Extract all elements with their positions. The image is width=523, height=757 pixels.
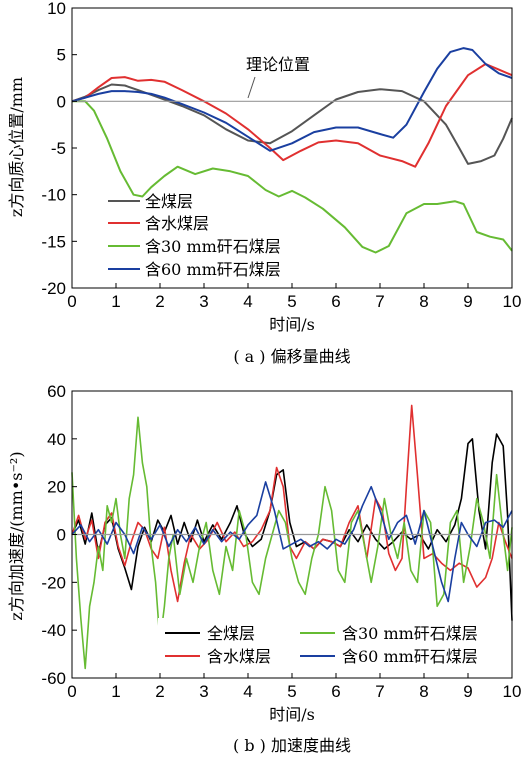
chart-a-x-ticks: 0 1 2 3 4 5 6 7 8 9 10 — [67, 283, 521, 311]
chart-b-y-axis-label: z方向加速度/(mm•s⁻²) — [7, 451, 26, 620]
chart-a-x-tick-label-9: 9 — [463, 292, 472, 311]
chart-b-x-tick-label-7: 7 — [375, 682, 384, 701]
chart-a-series-line-3 — [71, 47, 513, 152]
chart-a-x-tick-label-10: 10 — [503, 292, 522, 311]
legend-b-label-3: 含60 mm矸石煤层 — [342, 647, 478, 666]
chart-b-series-line-2 — [71, 416, 513, 670]
chart-b-x-tick-label-8: 8 — [419, 682, 428, 701]
chart-a-x-tick-label-8: 8 — [419, 292, 428, 311]
chart-b-y-tick-label-5: 40 — [47, 430, 66, 449]
chart-a-y-tick-label-6: 10 — [47, 0, 66, 18]
chart-b-series-line-0 — [71, 433, 513, 621]
legend-a-label-3: 含60 mm矸石煤层 — [145, 260, 281, 279]
chart-b-x-tick-label-10: 10 — [503, 682, 522, 701]
chart-b-y-tick-label-4: 20 — [47, 478, 66, 497]
chart-b-x-tick-label-2: 2 — [155, 682, 164, 701]
chart-b-x-tick-label-5: 5 — [287, 682, 296, 701]
chart-a-ref-annotation: 理论位置 — [246, 55, 310, 99]
chart-a-x-tick-label-1: 1 — [111, 292, 120, 311]
legend-b-label-1: 含水煤层 — [207, 647, 271, 666]
legend-b-label-2: 含30 mm矸石煤层 — [342, 624, 478, 643]
chart-b-y-tick-label-2: -20 — [41, 573, 66, 592]
chart-b-y-tick-label-6: 60 — [47, 382, 66, 401]
chart-b-caption: ( b ) 加速度曲线 — [233, 736, 351, 755]
chart-a-x-tick-label-2: 2 — [155, 292, 164, 311]
chart-a-x-axis-label: 时间/s — [269, 315, 315, 334]
chart-b-x-tick-label-4: 4 — [243, 682, 252, 701]
chart-a-y-tick-label-4: 0 — [57, 92, 66, 111]
legend-a-label-2: 含30 mm矸石煤层 — [145, 237, 281, 256]
chart-b-x-axis-label: 时间/s — [269, 705, 315, 724]
chart-a-x-tick-label-5: 5 — [287, 292, 296, 311]
chart-a-legend: 全煤层 含水煤层 含30 mm矸石煤层 含60 mm矸石煤层 — [108, 192, 281, 279]
chart-a-y-tick-label-0: -20 — [41, 279, 66, 298]
chart-a-x-tick-label-7: 7 — [375, 292, 384, 311]
chart-b-x-tick-label-9: 9 — [463, 682, 472, 701]
chart-a-y-ticks: -20 -15 -10 -5 0 5 10 — [41, 0, 77, 298]
chart-a-series-line-0 — [71, 83, 513, 165]
chart-a-x-tick-label-6: 6 — [331, 292, 340, 311]
chart-a-ref-leader — [247, 76, 256, 99]
chart-a-series-line-1 — [71, 63, 513, 168]
chart-b-x-tick-label-1: 1 — [111, 682, 120, 701]
chart-a-ref-label: 理论位置 — [246, 55, 310, 74]
chart-a-x-tick-label-3: 3 — [199, 292, 208, 311]
chart-b-x-tick-label-3: 3 — [199, 682, 208, 701]
chart-b-y-tick-label-0: -60 — [41, 669, 66, 688]
chart-b-y-tick-label-3: 0 — [57, 526, 66, 545]
chart-b-y-tick-label-1: -40 — [41, 621, 66, 640]
chart-a-series-line-2 — [72, 100, 513, 254]
chart-b: 0 1 2 3 4 5 6 7 8 9 10 -60 -40 -20 0 20 40 60 时间/s z方向加速… — [7, 382, 521, 755]
chart-a-y-tick-label-3: -5 — [51, 139, 66, 158]
chart-a-y-tick-label-2: -10 — [41, 186, 66, 205]
chart-a-y-tick-label-1: -15 — [41, 232, 66, 251]
chart-a-x-tick-label-0: 0 — [67, 292, 76, 311]
chart-a-x-tick-label-4: 4 — [243, 292, 252, 311]
chart-a-lines — [71, 47, 513, 254]
chart-b-series-line-3 — [71, 481, 513, 603]
legend-a-label-1: 含水煤层 — [145, 214, 209, 233]
legend-b-label-0: 全煤层 — [207, 624, 255, 643]
chart-a-caption: ( a ) 偏移量曲线 — [233, 347, 350, 366]
legend-a-label-0: 全煤层 — [145, 192, 193, 211]
chart-a-y-axis-label: z方向质心位置/mm — [7, 77, 26, 217]
chart-b-lines — [71, 404, 513, 670]
chart-b-x-ticks: 0 1 2 3 4 5 6 7 8 9 10 — [67, 673, 521, 701]
chart-a-y-tick-label-5: 5 — [57, 46, 66, 65]
chart-b-x-tick-label-6: 6 — [331, 682, 340, 701]
chart-b-y-ticks: -60 -40 -20 0 20 40 60 — [41, 382, 77, 688]
chart-b-x-tick-label-0: 0 — [67, 682, 76, 701]
chart-b-legend: 全煤层 含水煤层 含30 mm矸石煤层 含60 mm矸石煤层 — [158, 618, 510, 670]
legend-b-background — [158, 618, 510, 670]
chart-a: 理论位置 0 1 2 3 4 5 6 7 8 9 10 -20 -15 -10 -5 0 5 10 时间/s z… — [7, 0, 521, 366]
